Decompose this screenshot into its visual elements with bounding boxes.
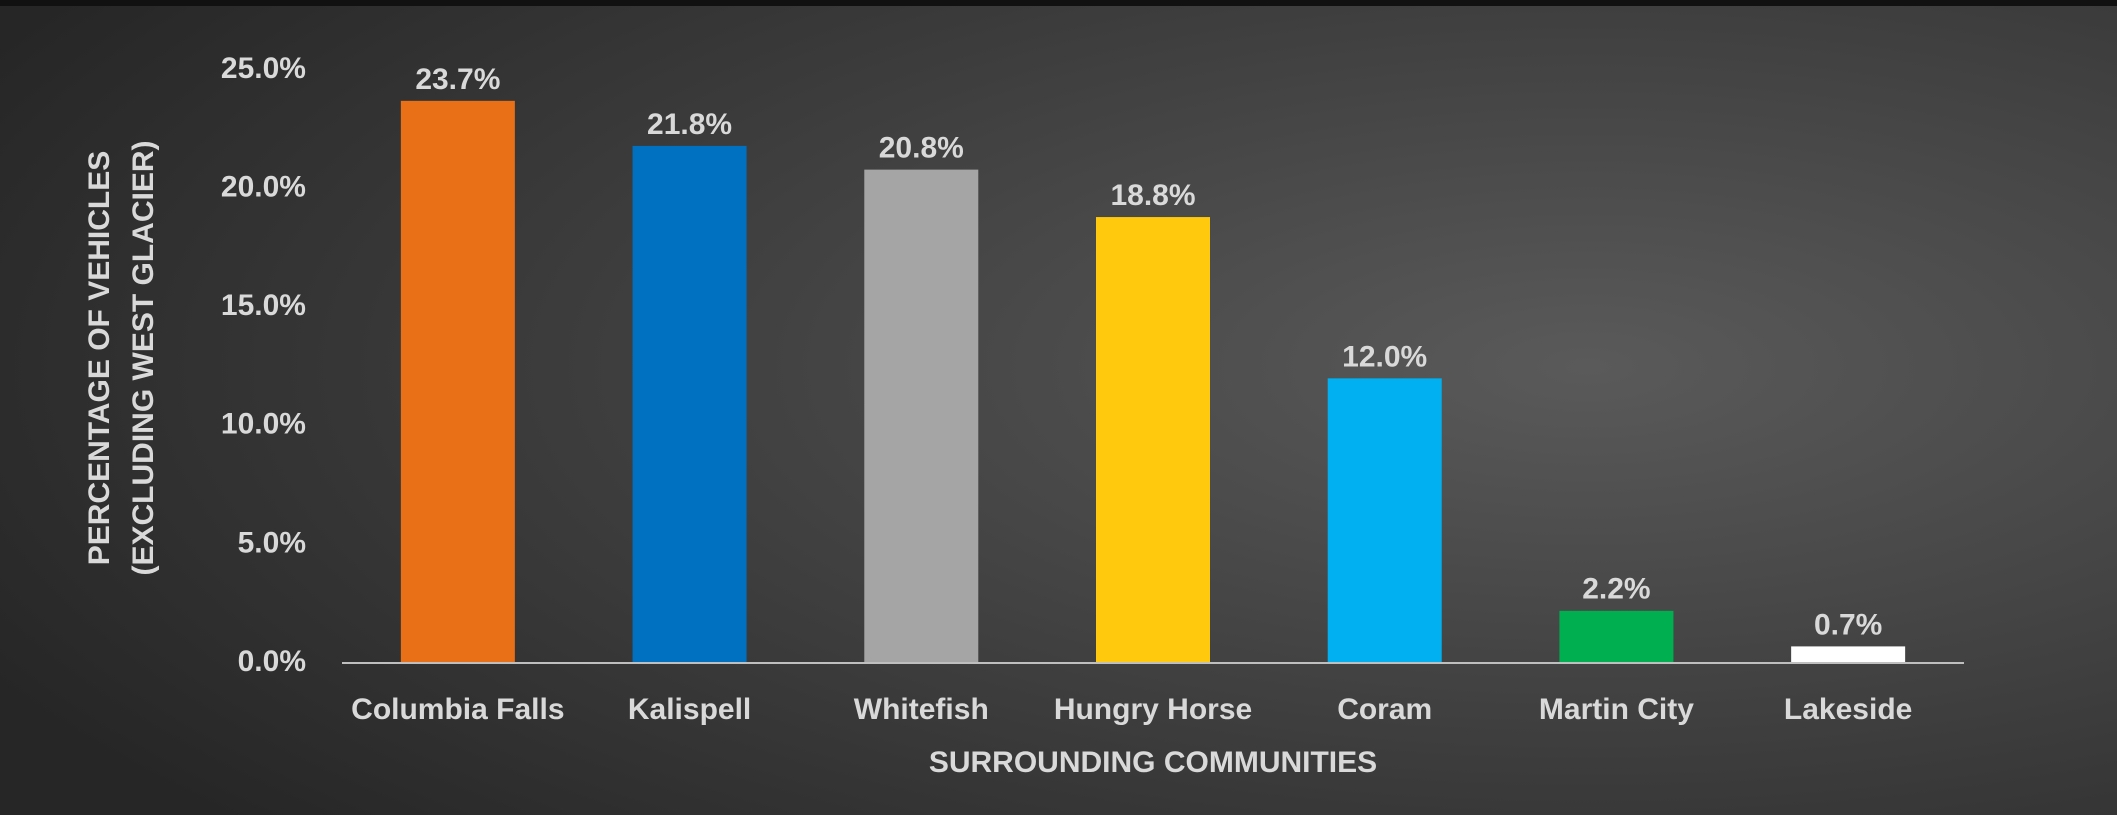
y-axis-title-line: PERCENTAGE OF VEHICLES bbox=[83, 151, 116, 566]
x-tick-label: Coram bbox=[1337, 693, 1432, 726]
data-label: 18.8% bbox=[1110, 179, 1195, 212]
data-label: 0.7% bbox=[1814, 608, 1882, 641]
data-label: 12.0% bbox=[1342, 340, 1427, 373]
bar bbox=[1096, 217, 1210, 663]
x-tick-label: Martin City bbox=[1539, 693, 1694, 726]
bar bbox=[632, 145, 747, 664]
y-tick-label: 5.0% bbox=[238, 526, 306, 559]
y-axis-title-line: (EXCLUDING WEST GLACIER) bbox=[127, 141, 160, 576]
data-label: 2.2% bbox=[1582, 573, 1650, 606]
bar bbox=[400, 100, 515, 663]
data-label: 21.8% bbox=[647, 108, 732, 141]
y-tick-label: 25.0% bbox=[221, 52, 306, 85]
bar bbox=[1327, 378, 1442, 663]
y-axis-title: PERCENTAGE OF VEHICLES (EXCLUDING WEST G… bbox=[83, 141, 160, 576]
y-tick-label: 10.0% bbox=[221, 408, 306, 441]
x-axis-title: SURROUNDING COMMUNITIES bbox=[929, 746, 1377, 779]
x-tick-label: Hungry Horse bbox=[1054, 693, 1252, 726]
x-tick-label: Lakeside bbox=[1784, 693, 1912, 726]
top-border bbox=[0, 0, 2117, 6]
data-label: 23.7% bbox=[415, 63, 500, 96]
data-label: 20.8% bbox=[879, 132, 964, 165]
bar bbox=[1791, 646, 1906, 663]
x-tick-label: Kalispell bbox=[628, 693, 751, 726]
y-tick-label: 0.0% bbox=[238, 645, 306, 678]
x-tick-label: Columbia Falls bbox=[351, 693, 564, 726]
y-tick-label: 20.0% bbox=[221, 171, 306, 204]
y-tick-label: 15.0% bbox=[221, 289, 306, 322]
x-tick-label: Whitefish bbox=[854, 693, 989, 726]
bar bbox=[864, 169, 979, 663]
bar bbox=[1559, 610, 1674, 663]
